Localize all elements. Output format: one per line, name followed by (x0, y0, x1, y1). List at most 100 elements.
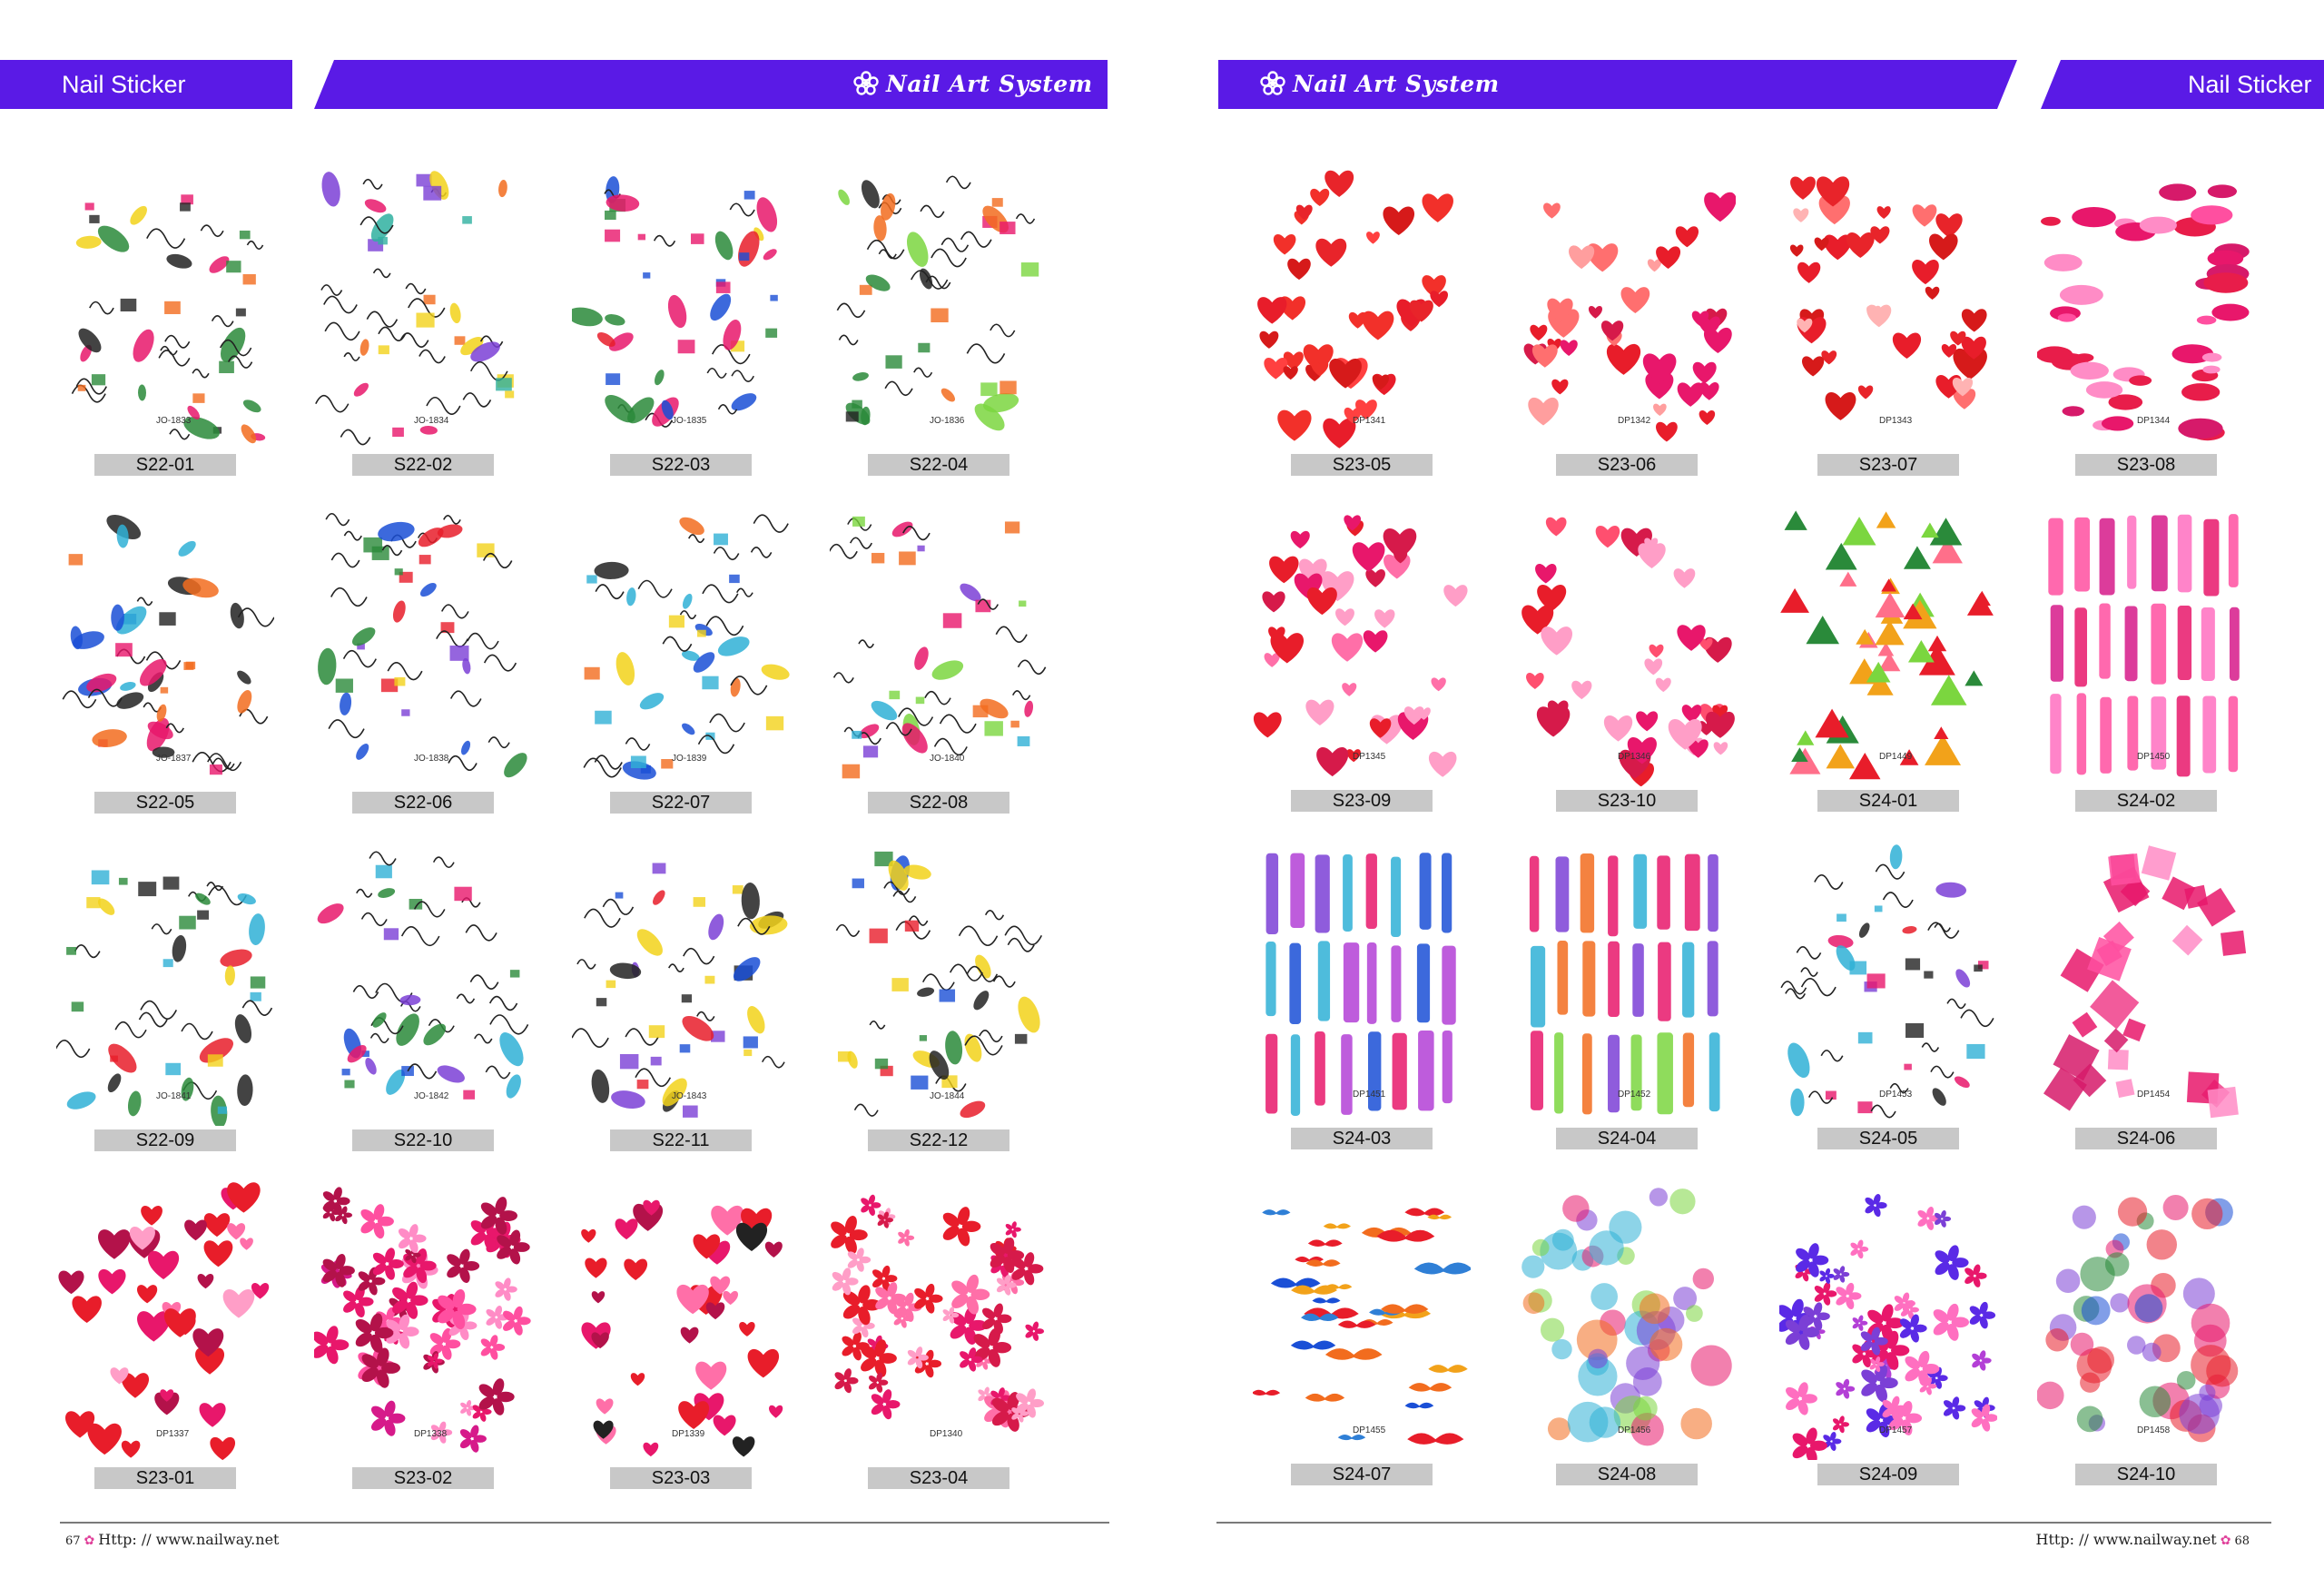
sticker-sheet-tile[interactable]: DP1338 S23-02 (314, 1182, 532, 1489)
sticker-sheet-tile[interactable]: JO-1842 S22-10 (314, 844, 532, 1151)
sticker-sheet-tile[interactable]: DP1345 S23-09 (1253, 505, 1471, 812)
sticker-sheet-tile[interactable]: JO-1833 S22-01 (56, 169, 274, 476)
sticker-sheet-tile[interactable]: JO-1840 S22-08 (830, 507, 1048, 814)
flower-icon (853, 71, 879, 95)
sheet-print-number: DP1339 (672, 1429, 705, 1439)
footer-url[interactable]: Http: // www.nailway.net (2035, 1531, 2217, 1548)
sticker-sheet-image: JO-1840 (830, 507, 1048, 788)
sticker-sheet-image: DP1346 (1518, 505, 1736, 786)
sticker-sheet-tile[interactable]: DP1456 S24-08 (1518, 1179, 1736, 1485)
sheet-print-number: JO-1844 (930, 1091, 965, 1101)
sheet-print-number: JO-1841 (156, 1091, 192, 1101)
sticker-sheet-tile[interactable]: JO-1844 S22-12 (830, 844, 1048, 1151)
sheet-print-number: DP1452 (1618, 1090, 1651, 1100)
sticker-sheet-tile[interactable]: DP1455 S24-07 (1253, 1179, 1471, 1485)
sticker-sheet-image: DP1342 (1518, 169, 1736, 450)
sticker-sheet-tile[interactable]: JO-1838 S22-06 (314, 507, 532, 814)
sticker-sheet-tile[interactable]: DP1340 S23-04 (830, 1182, 1048, 1489)
footer-rule (60, 1522, 1109, 1524)
sheet-print-number: DP1455 (1353, 1425, 1386, 1435)
page-number: 67 (65, 1534, 81, 1548)
sticker-sheet-image: JO-1837 (56, 507, 274, 788)
sheet-code-label: S22-07 (610, 792, 752, 814)
sticker-sheet-tile[interactable]: JO-1837 S22-05 (56, 507, 274, 814)
sticker-sheet-image: JO-1833 (56, 169, 274, 450)
section-label: Nail Sticker (62, 71, 186, 98)
sheet-print-number: JO-1842 (414, 1091, 449, 1101)
sheet-code-label: S23-04 (868, 1467, 1009, 1489)
sticker-sheet-tile[interactable]: DP1342 S23-06 (1518, 169, 1736, 476)
sheet-code-label: S22-10 (352, 1129, 494, 1151)
sheet-code-label: S22-03 (610, 454, 752, 476)
sheet-print-number: JO-1840 (930, 754, 965, 764)
brand-label: Nail Art System (1293, 71, 1500, 97)
sticker-sheet-tile[interactable]: DP1339 S23-03 (572, 1182, 790, 1489)
sticker-sheet-tile[interactable]: DP1458 S24-10 (2037, 1179, 2255, 1485)
sheet-print-number: DP1346 (1618, 752, 1651, 762)
sticker-sheet-image: DP1454 (2037, 843, 2255, 1124)
sheet-code-label: S24-09 (1817, 1464, 1959, 1485)
sticker-sheet-tile[interactable]: DP1452 S24-04 (1518, 843, 1736, 1149)
flower-icon: ✿ (84, 1534, 95, 1548)
section-label: Nail Sticker (2188, 71, 2312, 98)
sheet-print-number: JO-1835 (672, 416, 707, 426)
sticker-sheet-tile[interactable]: DP1344 S23-08 (2037, 169, 2255, 476)
sticker-sheet-image: JO-1841 (56, 844, 274, 1126)
sticker-sheet-tile[interactable]: DP1346 S23-10 (1518, 505, 1736, 812)
sheet-code-label: S24-10 (2075, 1464, 2217, 1485)
sticker-sheet-image: JO-1834 (314, 169, 532, 450)
sheet-code-label: S24-08 (1556, 1464, 1698, 1485)
sheet-code-label: S24-06 (2075, 1128, 2217, 1149)
sheet-print-number: DP1341 (1353, 416, 1386, 426)
sheet-code-label: S22-05 (94, 792, 236, 814)
sheet-code-label: S22-04 (868, 454, 1009, 476)
sheet-print-number: DP1345 (1353, 752, 1386, 762)
sticker-sheet-tile[interactable]: DP1450 S24-02 (2037, 505, 2255, 812)
sticker-sheet-tile[interactable]: DP1343 S23-07 (1779, 169, 1997, 476)
sticker-sheet-tile[interactable]: DP1337 S23-01 (56, 1182, 274, 1489)
sheet-print-number: DP1457 (1879, 1425, 1913, 1435)
sticker-sheet-tile[interactable]: JO-1843 S22-11 (572, 844, 790, 1151)
sticker-sheet-image: DP1344 (2037, 169, 2255, 450)
sheet-code-label: S23-03 (610, 1467, 752, 1489)
sticker-sheet-tile[interactable]: DP1454 S24-06 (2037, 843, 2255, 1149)
header-band: Nail Sticker Nail Art System (0, 60, 1108, 109)
sheet-print-number: DP1343 (1879, 416, 1913, 426)
sticker-sheet-tile[interactable]: DP1451 S24-03 (1253, 843, 1471, 1149)
sheet-print-number: JO-1837 (156, 754, 192, 764)
sheet-code-label: S24-02 (2075, 790, 2217, 812)
sticker-sheet-tile[interactable]: DP1449 S24-01 (1779, 505, 1997, 812)
sticker-sheet-tile[interactable]: DP1453 S24-05 (1779, 843, 1997, 1149)
sheet-code-label: S22-02 (352, 454, 494, 476)
sheet-print-number: JO-1839 (672, 754, 707, 764)
footer-left: 67 ✿ Http: // www.nailway.net (65, 1531, 279, 1548)
sheet-print-number: DP1451 (1353, 1090, 1386, 1100)
sheet-print-number: JO-1838 (414, 754, 449, 764)
sticker-sheet-image: DP1451 (1253, 843, 1471, 1124)
sticker-sheet-image: JO-1836 (830, 169, 1048, 450)
sticker-sheet-tile[interactable]: DP1457 S24-09 (1779, 1179, 1997, 1485)
sheet-code-label: S22-12 (868, 1129, 1009, 1151)
sticker-sheet-image: JO-1843 (572, 844, 790, 1126)
sheet-print-number: DP1344 (2137, 416, 2171, 426)
sticker-sheet-image: JO-1839 (572, 507, 790, 788)
sticker-sheet-image: DP1449 (1779, 505, 1997, 786)
sticker-sheet-tile[interactable]: JO-1836 S22-04 (830, 169, 1048, 476)
sheet-print-number: JO-1833 (156, 416, 192, 426)
sheet-print-number: DP1340 (930, 1429, 963, 1439)
sheet-code-label: S22-06 (352, 792, 494, 814)
sticker-sheet-image: DP1345 (1253, 505, 1471, 786)
sheet-code-label: S22-08 (868, 792, 1009, 814)
sticker-sheet-tile[interactable]: JO-1841 S22-09 (56, 844, 274, 1151)
sticker-sheet-image: DP1450 (2037, 505, 2255, 786)
footer-url[interactable]: Http: // www.nailway.net (98, 1531, 280, 1548)
sheet-print-number: DP1456 (1618, 1425, 1651, 1435)
sticker-sheet-tile[interactable]: JO-1835 S22-03 (572, 169, 790, 476)
sheet-code-label: S22-11 (610, 1129, 752, 1151)
sticker-sheet-tile[interactable]: DP1341 S23-05 (1253, 169, 1471, 476)
sheet-print-number: DP1337 (156, 1429, 190, 1439)
sticker-sheet-tile[interactable]: JO-1834 S22-02 (314, 169, 532, 476)
sticker-sheet-image: DP1343 (1779, 169, 1997, 450)
sheet-code-label: S23-07 (1817, 454, 1959, 476)
sticker-sheet-tile[interactable]: JO-1839 S22-07 (572, 507, 790, 814)
